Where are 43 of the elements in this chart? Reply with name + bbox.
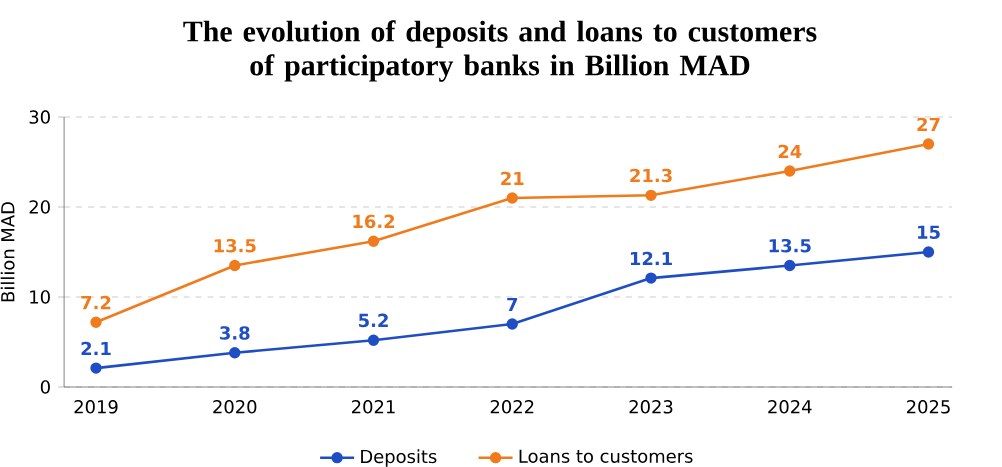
point xyxy=(367,235,380,247)
data-label: 7.2 xyxy=(81,295,111,310)
y-axis-title: Billion MAD xyxy=(0,202,15,302)
point xyxy=(367,334,380,346)
y-tick-label: 10 xyxy=(30,290,50,304)
y-tick-label: 0 xyxy=(40,380,50,394)
point xyxy=(645,272,657,284)
point xyxy=(229,259,241,272)
data-label: 21.3 xyxy=(630,168,672,183)
data-label: 13.5 xyxy=(214,238,256,253)
x-tick-label: 2020 xyxy=(213,400,257,414)
x-tick-label: 2021 xyxy=(352,400,395,414)
data-label: 27 xyxy=(917,117,940,131)
data-label: 13.5 xyxy=(769,238,811,253)
point xyxy=(922,246,935,258)
chart-title: The evolution of deposits and loans to customers of participatory banks in Billion MAD xyxy=(183,20,817,82)
data-label: 3.8 xyxy=(220,326,250,340)
point xyxy=(506,192,518,204)
x-tick-label: 2019 xyxy=(74,400,118,414)
point xyxy=(506,318,518,330)
y-tick-label: 20 xyxy=(29,200,50,214)
point xyxy=(90,316,102,328)
point xyxy=(645,189,657,201)
data-label: 16.2 xyxy=(353,214,395,229)
x-tick-label: 2022 xyxy=(490,400,534,414)
legend-label: Loans to customers xyxy=(519,449,693,463)
x-tick-label: 2025 xyxy=(907,400,950,414)
point xyxy=(922,138,935,150)
y-tick-label: 30 xyxy=(29,110,50,124)
data-label: 2.1 xyxy=(81,341,111,356)
data-label: 12.1 xyxy=(630,251,672,266)
point xyxy=(229,347,241,359)
data-label: 24 xyxy=(778,144,802,158)
x-tick-label: 2024 xyxy=(768,400,812,414)
data-label: 21 xyxy=(501,171,524,185)
point xyxy=(90,362,102,374)
x-tick-label: 2023 xyxy=(629,400,673,414)
data-label: 5.2 xyxy=(359,313,388,328)
point xyxy=(784,165,796,177)
data-label: 15 xyxy=(918,225,940,239)
point xyxy=(784,259,796,272)
data-label: 7 xyxy=(507,297,518,311)
legend-label: Deposits xyxy=(361,449,437,467)
